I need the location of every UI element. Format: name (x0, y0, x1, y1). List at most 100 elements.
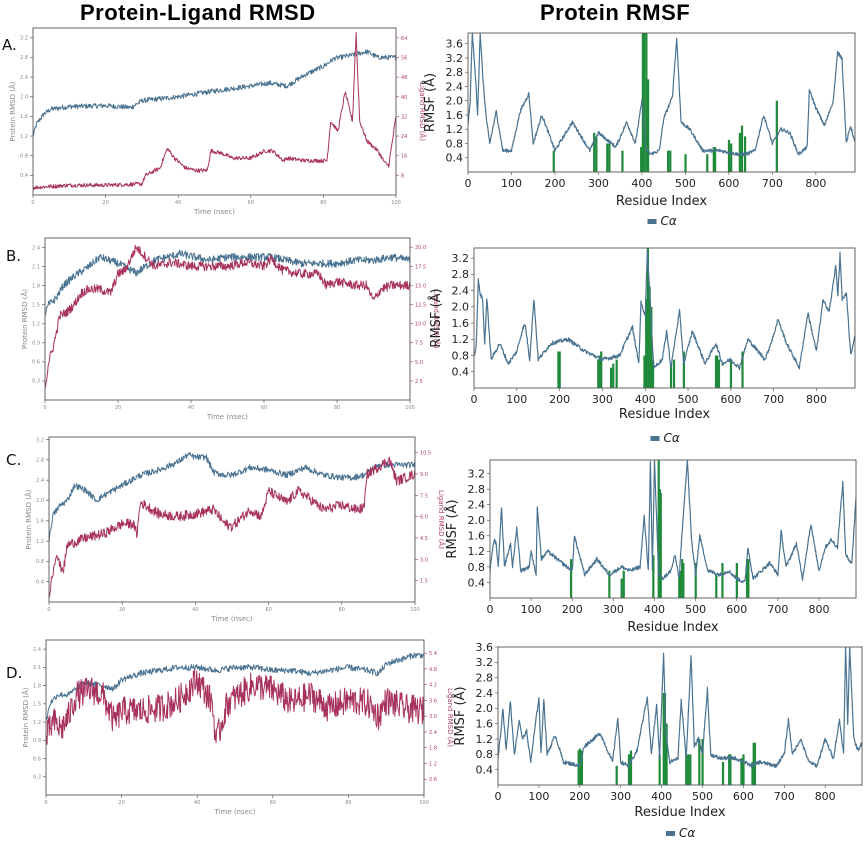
protein-rmsd-line (46, 652, 424, 721)
x-axis-label: Time (nsec) (206, 413, 248, 421)
y-axis-label: RMSF (Å) (428, 288, 444, 347)
chart-B-rmsd: 0.3 0.6 0.9 1.2 1.5 1.8 2.1 2.4 0 20 40 60 80 100 2.5 5… (20, 237, 441, 421)
y-tick-label: 2.4 (452, 284, 470, 297)
contact-bar (552, 150, 555, 172)
plot-frame (32, 27, 397, 196)
rmsd-column-title: Protein-Ligand RMSD (80, 0, 316, 25)
x-tick-label: 400 (651, 790, 672, 803)
x-tick-label: 40 (188, 405, 194, 411)
y-tick-label: 2.8 (20, 55, 28, 61)
x-tick-label: 800 (808, 603, 829, 616)
contact-bar (570, 559, 573, 598)
x-tick-label: 500 (692, 790, 713, 803)
plot-frame (489, 459, 857, 599)
y-tick-label: 1.2 (33, 720, 41, 726)
y-tick-label: 0.6 (32, 360, 40, 366)
contact-bar (608, 143, 611, 172)
x-tick-label: 700 (763, 393, 784, 406)
contact-bar (721, 762, 725, 785)
contact-bar (735, 563, 738, 598)
x-axis-label: Residue Index (619, 407, 711, 422)
x-tick-label: 200 (562, 603, 583, 616)
y-tick-label: 0.8 (468, 561, 486, 574)
chart-C-rmsf: 0.4 0.8 1.2 1.6 2.0 2.4 2.8 3.2 0 100 200 300 400 500… (444, 459, 857, 635)
x-tick-label: 300 (588, 177, 609, 190)
contact-bar (615, 359, 618, 388)
contact-bar (593, 132, 596, 172)
y2-axis-label: Ligand RMSD (Å) (432, 290, 441, 349)
contact-bar (727, 139, 731, 172)
y2-tick-label: 2.4 (429, 730, 437, 736)
x-tick-label: 100 (391, 200, 401, 206)
contact-bar (651, 359, 655, 388)
x-tick-label: 100 (419, 800, 429, 806)
chart-D-rmsf: 0.4 0.8 1.2 1.6 2.0 2.4 2.8 3.2 3.6 0 100 200 300 400… (452, 641, 863, 840)
y-tick-label: 0.3 (32, 379, 40, 385)
panel-label-d: D. (6, 664, 23, 682)
y-tick-label: 1.5 (32, 302, 40, 308)
contact-bar (698, 739, 701, 785)
y-tick-label: 2.4 (446, 80, 464, 93)
chart-C-rmsd: 0.4 0.8 1.2 1.6 2.0 2.4 2.8 3.2 0 20 40 60 80 100 1.5 3… (24, 436, 446, 623)
y-tick-label: 2.0 (20, 95, 28, 101)
y-axis-label: RMSF (Å) (422, 73, 438, 132)
contact-bar (728, 754, 731, 785)
y-tick-label: 1.5 (33, 702, 41, 708)
y-axis-label: Protein RMSD (Å) (20, 289, 29, 349)
y-tick-label: 2.8 (476, 672, 494, 685)
contact-bar (627, 754, 631, 785)
x-tick-label: 80 (339, 607, 345, 613)
y-tick-label: 1.8 (32, 283, 40, 289)
contact-bar (646, 248, 650, 388)
y-axis-label: RMSF (Å) (452, 686, 468, 745)
x-tick-label: 80 (334, 405, 340, 411)
y-tick-label: 2.0 (476, 702, 494, 715)
y2-tick-label: 8 (401, 173, 404, 179)
contact-bar (730, 143, 733, 172)
protein-rmsd-line (49, 452, 415, 543)
contact-bar (714, 355, 718, 388)
y2-tick-label: 3.0 (420, 557, 428, 563)
contact-bar (729, 359, 733, 388)
contact-bar (712, 147, 715, 172)
contact-bar (694, 563, 697, 598)
y2-axis-label: Ligand RMSD (Å) (418, 82, 427, 141)
y2-tick-label: 16 (401, 154, 407, 160)
y2-tick-label: 40 (401, 95, 407, 101)
contact-bar (716, 355, 719, 388)
x-tick-label: 0 (495, 790, 502, 803)
plot-area (490, 460, 856, 598)
contact-bar (643, 33, 646, 172)
contact-bar (608, 570, 611, 598)
y-tick-label: 2.1 (33, 665, 41, 671)
x-axis-label: Residue Index (616, 194, 708, 209)
contact-bar (717, 359, 721, 388)
contact-bar (662, 693, 665, 785)
y2-axis-label: Ligand RMSD (Å) (446, 688, 455, 747)
x-tick-label: 700 (774, 790, 795, 803)
contact-bar (598, 355, 601, 388)
x-tick-label: 800 (815, 790, 836, 803)
legend-swatch (647, 219, 657, 224)
x-tick-label: 500 (675, 177, 696, 190)
contact-bar (612, 363, 615, 388)
y-tick-label: 1.6 (20, 114, 28, 120)
y-tick-label: 0.4 (446, 152, 464, 165)
x-tick-label: 60 (261, 405, 267, 411)
y-tick-label: 2.4 (32, 245, 40, 251)
contact-bar (738, 132, 741, 172)
contact-bar (685, 754, 688, 785)
contact-bar (713, 147, 717, 172)
y2-tick-label: 1.2 (429, 761, 437, 767)
contact-bar (643, 355, 646, 388)
y2-tick-label: 32 (401, 114, 407, 120)
panel-label-a: A. (2, 36, 17, 54)
rmsf-line (474, 250, 855, 371)
contact-bar (650, 306, 653, 388)
y-tick-label: 1.2 (36, 539, 44, 545)
y2-tick-label: 4.5 (420, 536, 428, 542)
ligand-rmsd-line (46, 668, 424, 745)
contact-bar (645, 33, 648, 172)
y-tick-label: 2.4 (33, 647, 41, 653)
y2-tick-label: 6.0 (420, 515, 428, 521)
